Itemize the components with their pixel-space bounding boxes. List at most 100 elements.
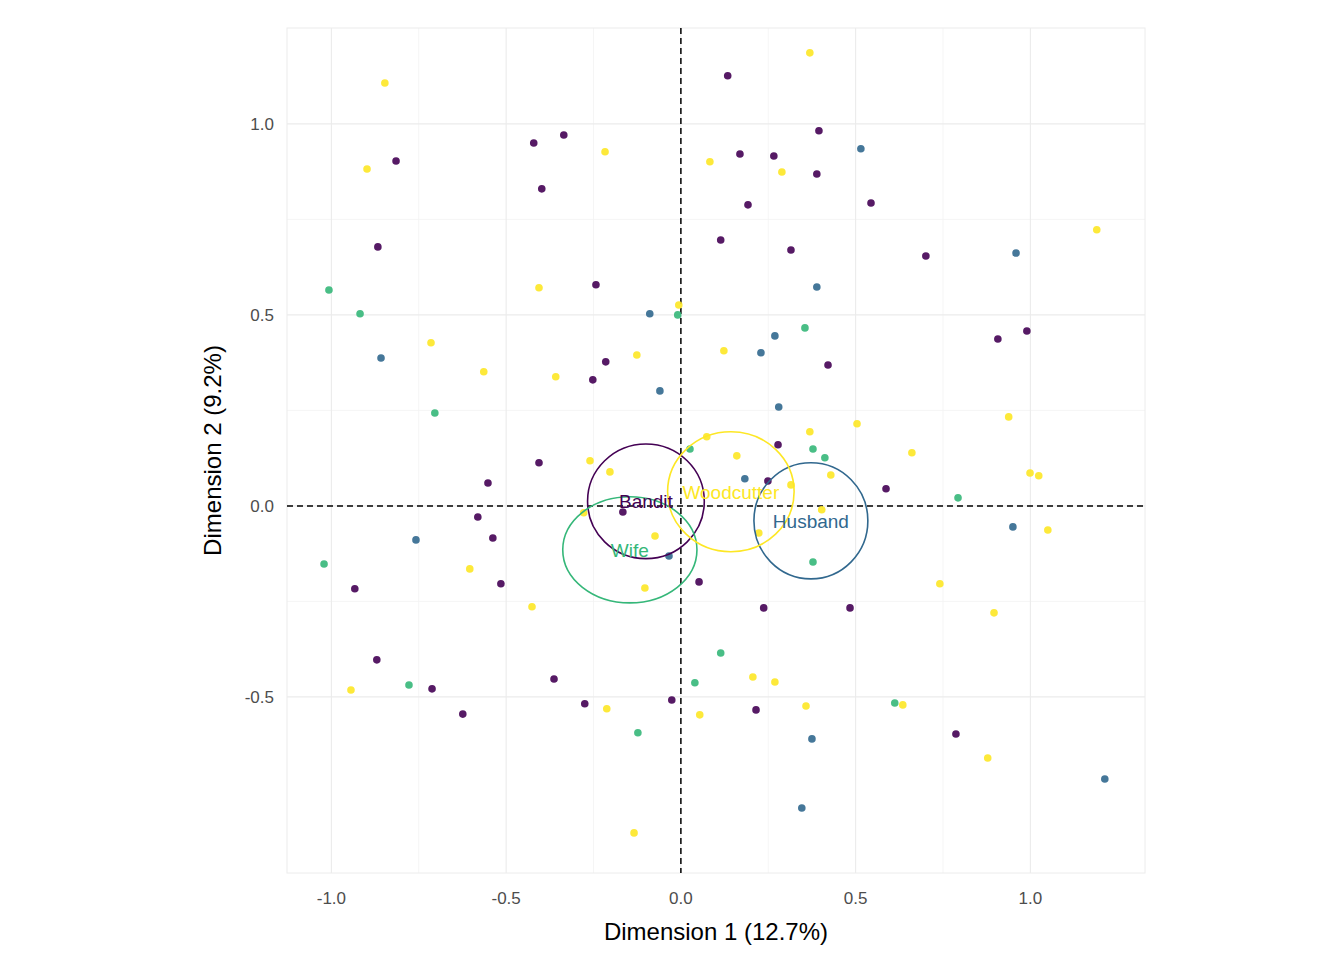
point <box>381 79 389 87</box>
point <box>601 148 609 156</box>
point <box>428 685 436 693</box>
point <box>589 376 597 384</box>
point <box>806 49 814 57</box>
minor-grid-line <box>942 28 943 873</box>
grid-line <box>287 696 1145 697</box>
x-tick-label: 1.0 <box>1019 889 1043 908</box>
point <box>538 185 546 193</box>
point <box>857 145 865 153</box>
point <box>489 534 497 542</box>
point <box>630 829 638 837</box>
point <box>813 283 821 291</box>
point <box>634 729 642 737</box>
point <box>798 804 806 812</box>
point <box>736 150 744 158</box>
grid-line <box>331 28 332 873</box>
group-label: Wife <box>611 540 649 561</box>
confidence-ellipse <box>668 432 795 552</box>
plot-area <box>287 28 1145 873</box>
point <box>497 580 505 588</box>
point <box>899 701 907 709</box>
x-tick-label: 0.5 <box>844 889 868 908</box>
point <box>724 72 732 80</box>
point <box>474 513 482 521</box>
point <box>675 301 683 309</box>
point <box>405 681 413 689</box>
point <box>757 349 765 357</box>
point <box>813 170 821 178</box>
reference-line <box>680 28 682 873</box>
point <box>824 361 832 369</box>
point <box>908 449 916 457</box>
confidence-ellipse <box>754 463 868 579</box>
point <box>392 157 400 165</box>
plot-frame <box>287 28 1145 873</box>
point <box>867 199 875 207</box>
point <box>356 310 364 318</box>
series-points <box>320 286 962 736</box>
point <box>695 578 703 586</box>
group-label: Husband <box>773 511 849 532</box>
point <box>325 286 333 294</box>
point <box>602 358 610 366</box>
point <box>656 387 664 395</box>
point <box>1009 523 1017 531</box>
point <box>802 702 810 710</box>
point <box>691 679 699 687</box>
point <box>774 441 782 449</box>
minor-grid-line <box>593 28 594 873</box>
group-label: Bandit <box>619 491 674 512</box>
point <box>760 604 768 612</box>
point <box>459 710 467 718</box>
confidence-ellipse <box>563 497 697 603</box>
y-tick-label: 0.0 <box>250 497 274 516</box>
series-points <box>347 49 1100 837</box>
y-tick-label: 1.0 <box>250 115 274 134</box>
point <box>633 351 641 359</box>
point <box>603 705 611 713</box>
point <box>412 536 420 544</box>
reference-line <box>287 505 1145 507</box>
point <box>853 420 861 428</box>
point <box>1012 249 1020 257</box>
point <box>952 730 960 738</box>
point <box>733 452 741 460</box>
y-axis-title: Dimension 2 (9.2%) <box>199 345 226 556</box>
point <box>1026 469 1034 477</box>
point <box>1044 526 1052 534</box>
point <box>809 445 817 453</box>
point <box>984 754 992 762</box>
point <box>808 735 816 743</box>
grid <box>287 28 1145 873</box>
point <box>668 696 676 704</box>
point <box>530 139 538 147</box>
point <box>581 700 589 708</box>
series-points <box>351 72 1031 738</box>
point <box>586 457 594 465</box>
grid-line <box>287 123 1145 124</box>
point <box>641 584 649 592</box>
point <box>320 560 328 568</box>
x-tick-label: 0.0 <box>669 889 693 908</box>
point <box>592 281 600 289</box>
point <box>674 311 682 319</box>
point <box>717 649 725 657</box>
point <box>749 673 757 681</box>
point <box>480 368 488 376</box>
point <box>787 246 795 254</box>
point <box>775 403 783 411</box>
x-tick-label: -1.0 <box>317 889 346 908</box>
minor-grid-line <box>768 28 769 873</box>
point <box>771 332 779 340</box>
axes: -1.0-0.50.00.51.0-0.50.00.51.0 <box>245 115 1042 908</box>
point <box>806 428 814 436</box>
group-labels: Bandit Husband Wife Woodcutter <box>611 482 849 561</box>
group-label: Woodcutter <box>682 482 779 503</box>
point <box>696 711 704 719</box>
point <box>744 201 752 209</box>
point <box>778 168 786 176</box>
point <box>771 678 779 686</box>
point <box>1093 226 1101 234</box>
point <box>717 236 725 244</box>
minor-grid-line <box>287 219 1145 220</box>
